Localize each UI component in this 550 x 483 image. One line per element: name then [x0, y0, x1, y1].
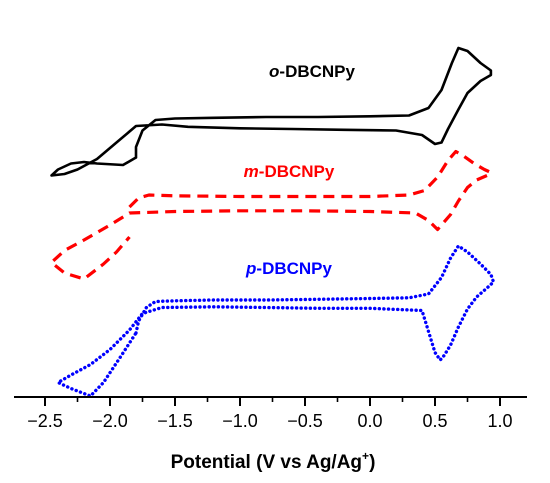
- x-tick-label: −2.5: [27, 411, 63, 431]
- x-tick-label: 1.0: [487, 411, 512, 431]
- series-labels: o-DBCNPy m-DBCNPy p-DBCNPy: [244, 62, 356, 278]
- x-tick-label: 0.5: [422, 411, 447, 431]
- series-o-dbcnpy-curve: [50, 46, 493, 177]
- curves-group: [49, 46, 496, 398]
- series-label-p-dbcnpy: p-DBCNPy: [245, 259, 332, 278]
- x-tick-label: −2.0: [92, 411, 128, 431]
- series-label-o-dbcnpy: o-DBCNPy: [269, 62, 355, 81]
- x-axis: −2.5 −2.0 −1.5 −1.0 −0.5 0.0 0.5 1.0: [14, 396, 527, 431]
- series-m-dbcnpy-curve: [49, 149, 493, 281]
- series-p-dbcnpy-curve: [56, 244, 496, 398]
- x-tick-label: 0.0: [357, 411, 382, 431]
- x-tick-label: −0.5: [287, 411, 323, 431]
- x-tick-label: −1.5: [157, 411, 193, 431]
- x-axis-ticks: −2.5 −2.0 −1.5 −1.0 −0.5 0.0 0.5 1.0: [27, 397, 513, 431]
- x-axis-title: Potential (V vs Ag/Ag+): [171, 449, 376, 473]
- series-label-m-dbcnpy: m-DBCNPy: [244, 162, 335, 181]
- x-tick-label: −1.0: [222, 411, 258, 431]
